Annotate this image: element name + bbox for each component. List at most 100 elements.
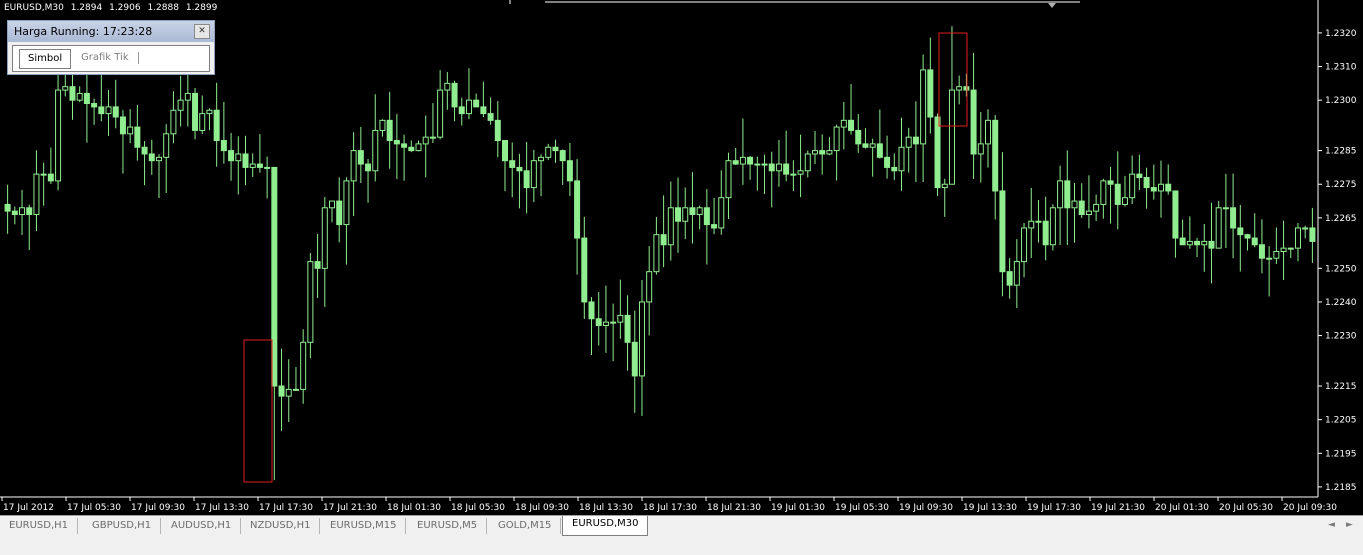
candle-body bbox=[1121, 197, 1128, 205]
candle-body bbox=[1107, 180, 1114, 185]
candle bbox=[163, 124, 170, 194]
candle-body bbox=[638, 301, 645, 377]
chart-tab-eurusd-m30[interactable]: EURUSD,M30 bbox=[562, 516, 649, 536]
price-tick-label: 1.2205 bbox=[1325, 416, 1357, 426]
candle bbox=[502, 140, 509, 192]
candle-body bbox=[617, 314, 624, 323]
candle bbox=[739, 118, 746, 185]
candle bbox=[4, 184, 11, 234]
chart-tab-audusd-h1[interactable]: AUDUSD,H1 bbox=[162, 518, 242, 534]
candle-body bbox=[429, 136, 436, 139]
candle bbox=[675, 177, 682, 253]
candle-body bbox=[1006, 271, 1013, 286]
candle bbox=[451, 80, 458, 122]
candle-body bbox=[588, 301, 595, 320]
chart-window[interactable]: 1.2320 1.2310 1.2300 1.2285 1.2275 1.2265 1.22… bbox=[0, 0, 1363, 515]
candle bbox=[1121, 175, 1128, 207]
candle bbox=[559, 149, 566, 185]
candle-body bbox=[148, 153, 155, 162]
candle bbox=[1165, 164, 1172, 195]
candle-body bbox=[689, 207, 696, 216]
candle bbox=[1150, 164, 1157, 200]
candle-body bbox=[855, 129, 862, 145]
candle bbox=[1244, 233, 1251, 251]
candle bbox=[638, 279, 645, 416]
candle-body bbox=[343, 180, 350, 226]
close-icon[interactable]: ✕ bbox=[194, 24, 210, 39]
candle bbox=[199, 95, 206, 135]
scroll-right-icon[interactable]: ► bbox=[1346, 520, 1353, 530]
candle-body bbox=[458, 106, 465, 115]
candle-body bbox=[696, 207, 703, 216]
candle-body bbox=[228, 150, 235, 162]
symbol-label: EURUSD,M30 bbox=[4, 3, 64, 13]
chart-tab-eurusd-m5[interactable]: EURUSD,M5 bbox=[408, 518, 488, 534]
highlight-box-high bbox=[938, 32, 968, 127]
chart-tab-eurusd-h1[interactable]: EURUSD,H1 bbox=[0, 518, 79, 534]
time-tick-label: 18 Jul 05:30 bbox=[451, 503, 505, 513]
candle bbox=[912, 101, 919, 183]
candle-body bbox=[437, 89, 444, 138]
candle-body bbox=[653, 234, 660, 273]
chart-tab-nzdusd-h1[interactable]: NZDUSD,H1 bbox=[241, 518, 321, 534]
candle-body bbox=[775, 163, 782, 172]
candle-body bbox=[660, 234, 667, 246]
candle bbox=[228, 132, 235, 181]
candle-body bbox=[365, 163, 372, 172]
chart-tab-gbpusd-h1[interactable]: GBPUSD,H1 bbox=[83, 518, 162, 534]
candle-body bbox=[1302, 227, 1309, 230]
candle-body bbox=[285, 388, 292, 397]
candle bbox=[1179, 219, 1186, 246]
candle-body bbox=[321, 207, 328, 269]
candle bbox=[1085, 175, 1092, 229]
candle bbox=[761, 154, 768, 194]
chart-tab-gold-m15[interactable]: GOLD,M15 bbox=[489, 518, 562, 534]
chart-tab-eurusd-m15[interactable]: EURUSD,M15 bbox=[321, 518, 407, 534]
candle-body bbox=[4, 203, 11, 212]
candle bbox=[588, 297, 595, 356]
candle bbox=[884, 135, 891, 179]
candle bbox=[422, 115, 429, 178]
candle-body bbox=[826, 150, 833, 155]
candle-body bbox=[1215, 207, 1222, 249]
price-chart[interactable]: 1.2320 1.2310 1.2300 1.2285 1.2275 1.2265 1.22… bbox=[0, 0, 1363, 515]
candle bbox=[1107, 166, 1114, 224]
candle-body bbox=[711, 224, 718, 229]
shift-marker-icon[interactable] bbox=[1048, 3, 1056, 8]
candle bbox=[956, 75, 963, 105]
candle bbox=[1186, 216, 1193, 249]
candle bbox=[1273, 227, 1280, 265]
candle bbox=[927, 37, 934, 134]
candle bbox=[703, 188, 710, 265]
candle-body bbox=[1042, 220, 1049, 246]
candle-body bbox=[206, 109, 213, 115]
candle bbox=[213, 82, 220, 167]
candle bbox=[393, 113, 400, 179]
candle-body bbox=[912, 136, 919, 145]
candle-body bbox=[675, 207, 682, 222]
candle-body bbox=[1057, 180, 1064, 209]
candle bbox=[833, 124, 840, 181]
running-price-window[interactable]: Harga Running: 17:23:28 ✕ Simbol Grafik … bbox=[7, 20, 215, 75]
symbol-header: EURUSD,M30 1.2894 1.2906 1.2888 1.2899 bbox=[4, 3, 221, 13]
scroll-left-icon[interactable]: ◄ bbox=[1328, 520, 1335, 530]
candle bbox=[1237, 204, 1244, 272]
candle-body bbox=[732, 160, 739, 165]
candle bbox=[530, 149, 537, 203]
candle bbox=[790, 160, 797, 191]
time-tick-label: 20 Jul 05:30 bbox=[1219, 503, 1273, 513]
candle-body bbox=[386, 119, 393, 142]
candle bbox=[292, 367, 299, 391]
running-price-title-bar[interactable]: Harga Running: 17:23:28 ✕ bbox=[8, 21, 214, 42]
candle-body bbox=[574, 180, 581, 239]
candle bbox=[581, 216, 588, 319]
candle bbox=[985, 109, 991, 168]
time-tick-label: 18 Jul 09:30 bbox=[515, 503, 569, 513]
candle-body bbox=[970, 89, 977, 155]
candle-body bbox=[884, 156, 891, 168]
tab-symbol[interactable]: Simbol bbox=[19, 49, 72, 69]
candle bbox=[869, 138, 876, 177]
tab-tick-chart[interactable]: Grafik Tik bbox=[81, 52, 129, 63]
candle bbox=[523, 141, 530, 214]
candle-body bbox=[1028, 220, 1035, 229]
